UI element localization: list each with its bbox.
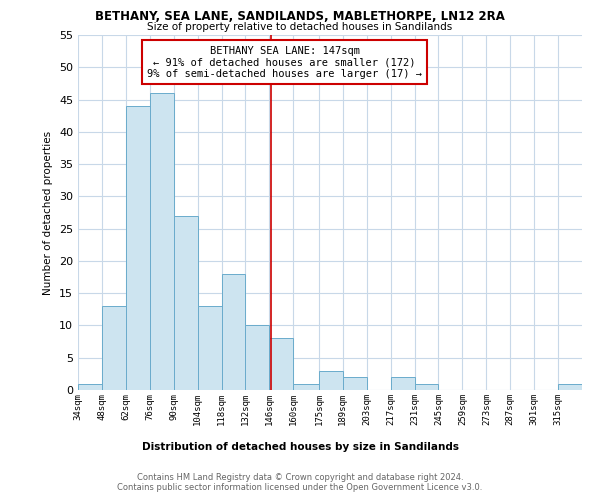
Bar — [150, 93, 173, 390]
Bar — [558, 384, 582, 390]
Bar — [245, 326, 269, 390]
Text: Contains public sector information licensed under the Open Government Licence v3: Contains public sector information licen… — [118, 484, 482, 492]
Bar — [221, 274, 245, 390]
Bar — [126, 106, 150, 390]
Text: BETHANY, SEA LANE, SANDILANDS, MABLETHORPE, LN12 2RA: BETHANY, SEA LANE, SANDILANDS, MABLETHOR… — [95, 10, 505, 23]
Text: Size of property relative to detached houses in Sandilands: Size of property relative to detached ho… — [148, 22, 452, 32]
Bar — [102, 306, 126, 390]
Bar — [269, 338, 293, 390]
Bar — [319, 370, 343, 390]
Text: Contains HM Land Registry data © Crown copyright and database right 2024.: Contains HM Land Registry data © Crown c… — [137, 472, 463, 482]
Bar — [415, 384, 439, 390]
Text: Distribution of detached houses by size in Sandilands: Distribution of detached houses by size … — [142, 442, 458, 452]
Bar — [391, 377, 415, 390]
Bar — [173, 216, 197, 390]
Bar — [343, 377, 367, 390]
Bar — [78, 384, 102, 390]
Bar — [197, 306, 221, 390]
Text: BETHANY SEA LANE: 147sqm
← 91% of detached houses are smaller (172)
9% of semi-d: BETHANY SEA LANE: 147sqm ← 91% of detach… — [147, 46, 422, 79]
Y-axis label: Number of detached properties: Number of detached properties — [43, 130, 53, 294]
Bar — [293, 384, 319, 390]
